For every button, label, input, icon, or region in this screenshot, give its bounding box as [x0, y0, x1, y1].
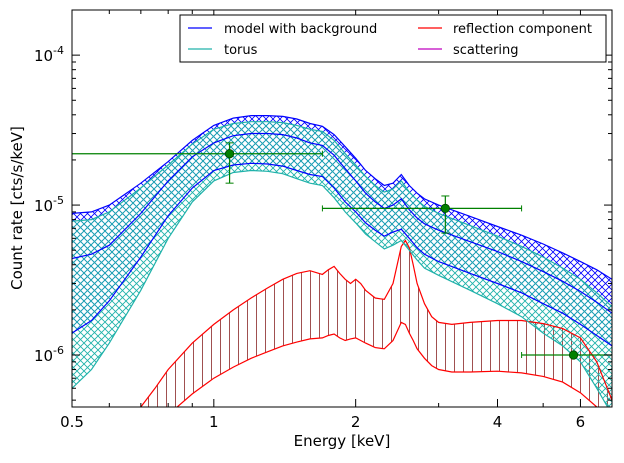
- torus-upper-line: [72, 121, 612, 308]
- legend: model with background reflection compone…: [179, 14, 607, 63]
- plot-frame: [71, 9, 613, 408]
- model-lower-line: [72, 162, 612, 347]
- x-tick-label-1: 1: [209, 413, 219, 431]
- torus-lower-line: [72, 169, 609, 407]
- legend-label-torus: torus: [224, 43, 258, 58]
- ticks-layer: 0.5 1 2 4 6 10-6 10-5 10-4: [34, 9, 613, 431]
- bands-layer: [72, 115, 612, 407]
- data-points-layer: [72, 142, 612, 360]
- x-tick-label-3: 4: [493, 413, 503, 431]
- data-point-2: [568, 350, 579, 360]
- y-tick-label-0: 10-6: [34, 344, 64, 365]
- x-tick-label-2: 2: [351, 413, 361, 431]
- x-tick-label-0: 0.5: [60, 413, 84, 431]
- legend-label-reflection: reflection component: [453, 22, 592, 37]
- reflection-lower-line: [176, 321, 598, 407]
- data-point-0: [224, 149, 235, 159]
- lines-layer: [72, 115, 612, 407]
- torus-band: [72, 121, 612, 407]
- x-tick-label-4: 6: [576, 413, 586, 431]
- y-tick-label-1: 10-5: [34, 194, 64, 215]
- legend-label-model: model with background: [224, 22, 377, 37]
- x-axis-label: Energy [keV]: [294, 432, 391, 450]
- y-tick-label-2: 10-4: [34, 44, 64, 65]
- data-point-1: [440, 203, 450, 214]
- model-upper-line: [72, 115, 612, 280]
- legend-label-scattering: scattering: [453, 43, 519, 58]
- reflection-upper-line: [140, 239, 612, 407]
- legend-box: [179, 14, 607, 63]
- y-axis-label: Count rate [cts/s/keV]: [8, 126, 26, 290]
- model-mid-line: [72, 132, 612, 314]
- reflection-band: [140, 240, 612, 407]
